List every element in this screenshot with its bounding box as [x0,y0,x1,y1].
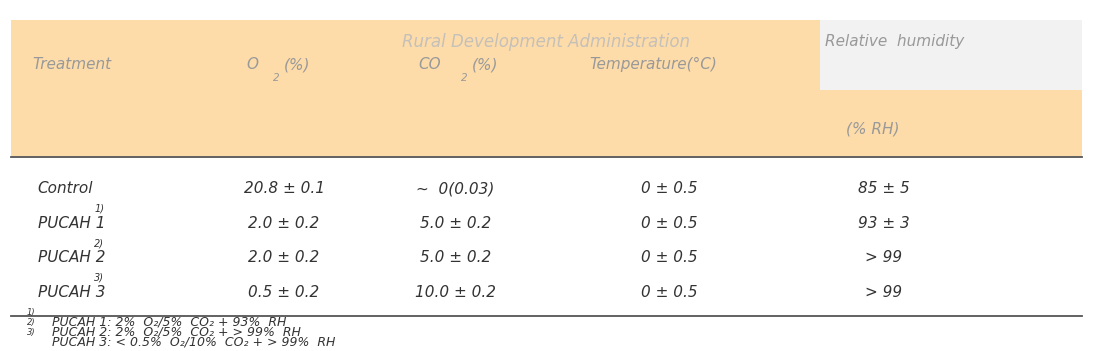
Text: 5.0 ± 0.2: 5.0 ± 0.2 [420,251,491,265]
Text: 2): 2) [94,238,104,248]
Text: 20.8 ± 0.1: 20.8 ± 0.1 [244,181,325,196]
Text: > 99: > 99 [866,285,903,300]
Text: Treatment: Treatment [33,58,111,72]
Text: (%): (%) [471,58,498,72]
Text: (%): (%) [284,58,310,72]
Text: Control: Control [37,181,93,196]
Text: 0 ± 0.5: 0 ± 0.5 [642,285,698,300]
Text: PUCAH 2: 2%  O₂/5%  CO₂ + > 99%  RH: PUCAH 2: 2% O₂/5% CO₂ + > 99% RH [51,326,301,339]
Text: 2.0 ± 0.2: 2.0 ± 0.2 [248,216,319,231]
Text: O: O [247,58,259,72]
Text: 2: 2 [461,73,468,82]
Text: 93 ± 3: 93 ± 3 [858,216,909,231]
Text: Temperature(°C): Temperature(°C) [589,58,717,72]
Text: 2.0 ± 0.2: 2.0 ± 0.2 [248,251,319,265]
Bar [820,20,1082,90]
Text: 5.0 ± 0.2: 5.0 ± 0.2 [420,216,491,231]
Text: 1): 1) [27,308,36,317]
Text: 3): 3) [94,273,104,283]
Text: PUCAH 3: PUCAH 3 [37,285,105,300]
Text: PUCAH 3: < 0.5%  O₂/10%  CO₂ + > 99%  RH: PUCAH 3: < 0.5% O₂/10% CO₂ + > 99% RH [51,336,336,349]
Text: 1): 1) [94,204,104,213]
Text: 3): 3) [27,328,36,337]
Text: 0.5 ± 0.2: 0.5 ± 0.2 [248,285,319,300]
Text: 0 ± 0.5: 0 ± 0.5 [642,251,698,265]
Text: 85 ± 5: 85 ± 5 [858,181,909,196]
Text: Relative  humidity: Relative humidity [825,34,964,49]
Text: 2: 2 [273,73,280,82]
Text: ~  0(0.03): ~ 0(0.03) [416,181,495,196]
Text: 0 ± 0.5: 0 ± 0.5 [642,216,698,231]
Text: 10.0 ± 0.2: 10.0 ± 0.2 [415,285,496,300]
Text: PUCAH 1: PUCAH 1 [37,216,105,231]
Text: (% RH): (% RH) [846,122,900,137]
Text: 0 ± 0.5: 0 ± 0.5 [642,181,698,196]
Text: CO: CO [418,58,440,72]
Text: PUCAH 2: PUCAH 2 [37,251,105,265]
Text: 2): 2) [27,318,36,327]
Text: Rural Development Administration: Rural Development Administration [402,33,691,51]
Bar [11,20,1082,156]
Text: > 99: > 99 [866,251,903,265]
Text: PUCAH 1: 2%  O₂/5%  CO₂ + 93%  RH: PUCAH 1: 2% O₂/5% CO₂ + 93% RH [51,316,286,329]
